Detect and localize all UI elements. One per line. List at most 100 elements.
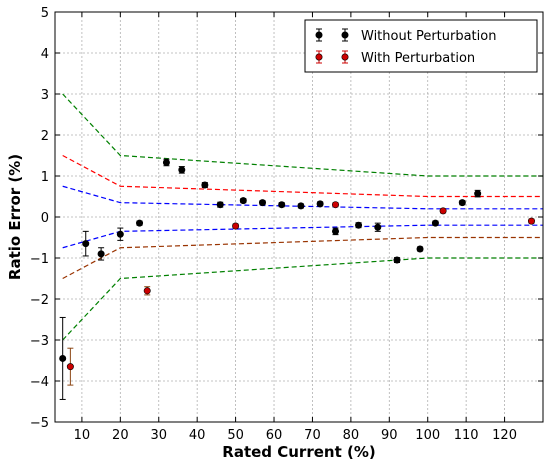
legend-label-with-perturbation: With Perturbation <box>361 51 475 66</box>
data-point-without-perturbation <box>374 222 382 232</box>
legend-label-without-perturbation: Without Perturbation <box>361 29 496 44</box>
marker <box>458 199 466 207</box>
marker <box>66 363 74 371</box>
limit-line <box>62 224 543 249</box>
marker <box>201 181 209 189</box>
y-tick-label: 5 <box>41 6 49 21</box>
x-tick-label: 110 <box>454 428 479 443</box>
marker <box>355 221 363 229</box>
marker <box>232 222 240 230</box>
data-point-with-perturbation <box>439 207 447 215</box>
limit-line <box>62 154 543 198</box>
data-point-with-perturbation <box>527 217 535 225</box>
y-tick-label: −5 <box>30 416 49 431</box>
marker <box>116 230 124 238</box>
marker <box>316 200 324 208</box>
y-tick-label: −1 <box>30 252 49 267</box>
x-tick-label: 120 <box>492 428 517 443</box>
data-point-without-perturbation <box>162 158 170 167</box>
legend: Without Perturbation With Perturbation <box>304 19 538 73</box>
data-point-without-perturbation <box>116 227 124 241</box>
data-point-without-perturbation <box>201 181 209 189</box>
data-point-without-perturbation <box>97 247 105 261</box>
x-tick-label: 40 <box>189 428 206 443</box>
limit-lines <box>62 93 543 341</box>
marker <box>416 245 424 253</box>
y-tick-label: −3 <box>30 334 49 349</box>
data-point-without-perturbation <box>216 201 224 209</box>
legend-marker-without-perturbation <box>315 28 349 42</box>
y-tick-label: −2 <box>30 293 49 308</box>
data-point-without-perturbation <box>332 227 340 236</box>
marker <box>431 219 439 227</box>
data-point-without-perturbation <box>178 166 186 174</box>
x-tick-label: 10 <box>74 428 91 443</box>
marker <box>258 199 266 207</box>
y-tick-label: 0 <box>41 211 49 226</box>
data-point-without-perturbation <box>474 189 482 198</box>
x-tick-label: 30 <box>150 428 167 443</box>
data-points <box>59 158 535 400</box>
data-point-without-perturbation <box>431 219 439 227</box>
x-axis-title: Rated Current (%) <box>222 443 375 461</box>
marker <box>136 219 144 227</box>
data-point-without-perturbation <box>59 316 67 400</box>
y-tick-label: 4 <box>41 47 49 62</box>
marker <box>178 166 186 174</box>
marker <box>97 250 105 258</box>
x-tick-label: 20 <box>112 428 129 443</box>
marker <box>393 256 401 264</box>
marker <box>278 201 286 209</box>
data-point-without-perturbation <box>355 221 363 229</box>
x-tick-label: 60 <box>266 428 283 443</box>
y-tick-label: 3 <box>41 88 49 103</box>
data-point-without-perturbation <box>416 245 424 253</box>
marker <box>82 240 90 248</box>
marker <box>297 202 305 210</box>
limit-line <box>62 236 543 280</box>
legend-marker-with-perturbation <box>315 50 349 64</box>
marker <box>59 354 67 362</box>
limit-line <box>62 93 543 177</box>
marker <box>332 201 340 209</box>
marker <box>474 190 482 198</box>
grid <box>55 11 543 423</box>
y-tick-label: 1 <box>41 170 49 185</box>
data-point-without-perturbation <box>278 201 286 209</box>
x-tick-label: 50 <box>227 428 244 443</box>
legend-marker-dot <box>315 31 323 39</box>
data-point-without-perturbation <box>136 219 144 227</box>
data-point-without-perturbation <box>258 199 266 207</box>
y-tick-label: −4 <box>30 375 49 390</box>
marker <box>216 201 224 209</box>
x-tick-label: 70 <box>304 428 321 443</box>
x-tick-label: 100 <box>415 428 440 443</box>
y-axis-title: Ratio Error (%) <box>6 154 24 280</box>
data-point-with-perturbation <box>66 347 74 386</box>
marker <box>143 287 151 295</box>
data-point-with-perturbation <box>143 286 151 296</box>
marker <box>439 207 447 215</box>
data-point-without-perturbation <box>393 256 401 264</box>
legend-marker-dot <box>315 53 323 61</box>
data-point-without-perturbation <box>458 199 466 207</box>
data-point-without-perturbation <box>316 200 324 208</box>
y-tick-label: 2 <box>41 129 49 144</box>
ticks: 10 20 30 40 50 60 70 80 90 100 110 120 −5 −4 −3 −2 −1 0 1 2… <box>30 6 543 443</box>
marker <box>527 217 535 225</box>
marker <box>374 223 382 231</box>
x-tick-label: 90 <box>381 428 398 443</box>
x-tick-label: 80 <box>343 428 360 443</box>
data-point-with-perturbation <box>232 222 240 230</box>
legend-marker-dot <box>341 31 349 39</box>
data-point-with-perturbation <box>332 201 340 209</box>
data-point-without-perturbation <box>297 202 305 210</box>
data-point-without-perturbation <box>239 197 247 205</box>
limit-line <box>62 185 543 210</box>
marker <box>332 227 340 235</box>
legend-marker-dot <box>341 53 349 61</box>
data-point-without-perturbation <box>82 230 90 257</box>
marker <box>239 197 247 205</box>
